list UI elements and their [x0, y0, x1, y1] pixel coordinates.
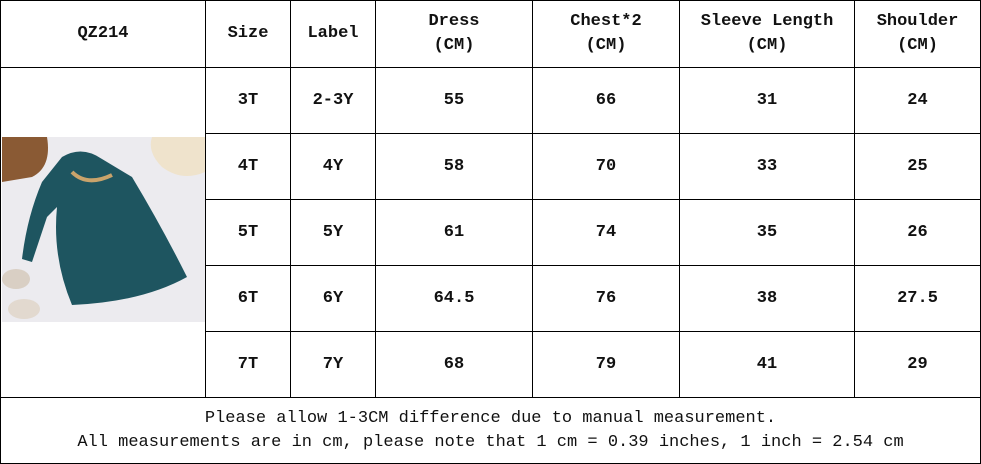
- shell: [150, 137, 205, 176]
- table-cell: 35: [679, 199, 855, 266]
- column-name: Chest*2: [570, 12, 642, 31]
- table-cell: 5Y: [290, 199, 376, 266]
- table-cell: 41: [679, 331, 855, 398]
- column-unit: (CM): [585, 36, 627, 55]
- header-cell: Sleeve Length (CM): [679, 0, 855, 68]
- table-cell: 7T: [205, 331, 291, 398]
- table-cell: 38: [679, 265, 855, 332]
- table-row: 7T 7Y 68 79 41 29: [1, 331, 981, 398]
- column-unit: (CM): [897, 36, 938, 55]
- table-cell: 64.5: [375, 265, 533, 332]
- table-cell: 70: [532, 133, 680, 200]
- shoe: [1, 269, 30, 289]
- model: QZ214: [77, 24, 129, 43]
- table-cell: 24: [854, 67, 981, 134]
- column-name: Shoulder: [876, 12, 959, 31]
- table-cell: 55: [375, 67, 533, 134]
- footer-cell: Please allow 1-3CM difference due to man…: [0, 397, 981, 464]
- table-cell: 61: [375, 199, 533, 266]
- basket: [1, 137, 48, 182]
- embroidery: [70, 170, 113, 183]
- table-row: 3T 2-3Y 55 66 31 24: [0, 67, 981, 398]
- table-cell: 25: [854, 133, 981, 200]
- shoe: [7, 299, 40, 319]
- table-cell: 58: [375, 133, 533, 200]
- table-row: 5T 5Y 61 74 35 26: [1, 199, 981, 266]
- table-cell: 6Y: [290, 265, 376, 332]
- table-cell: 26: [854, 199, 981, 266]
- header-cell: Chest*2 (CM): [532, 0, 680, 68]
- column-name: Label: [307, 24, 359, 43]
- table-cell: 76: [532, 265, 680, 332]
- note: All measurements are in cm, please note …: [77, 432, 904, 452]
- table-cell: 4Y: [290, 133, 376, 200]
- header-cell: Shoulder (CM): [854, 0, 981, 68]
- table-cell: 68: [375, 331, 533, 398]
- note: Please allow 1-3CM difference due to man…: [204, 408, 777, 428]
- table-cell: 5T: [205, 199, 291, 266]
- footer-row: Please allow 1-3CM difference due to man…: [0, 397, 981, 464]
- table-cell: 74: [532, 199, 680, 266]
- table-cell: 2-3Y: [290, 67, 376, 134]
- header-cell: Dress (CM): [375, 0, 533, 68]
- column-unit: (CM): [746, 36, 788, 55]
- column-name: Sleeve Length: [700, 12, 834, 31]
- table-cell: 79: [532, 331, 680, 398]
- column-name: Dress: [428, 12, 480, 31]
- model-cell: QZ214: [0, 0, 206, 68]
- column-name: Size: [227, 24, 269, 43]
- table-cell: 66: [532, 67, 680, 134]
- table-cell: 3T: [205, 67, 291, 134]
- table-cell: 27.5: [854, 265, 981, 332]
- image-cell: [0, 67, 206, 398]
- header-cell: Label: [290, 0, 376, 68]
- table-cell: 33: [679, 133, 855, 200]
- column-unit: (CM): [433, 36, 475, 55]
- table-cell: 7Y: [290, 331, 376, 398]
- dress: [21, 151, 187, 305]
- header-cell: Size: [205, 0, 291, 68]
- product-photo: [1, 137, 205, 322]
- table-cell: 6T: [205, 265, 291, 332]
- table-cell: 4T: [205, 133, 291, 200]
- table-row: 6T 6Y 64.5 76 38 27.5: [1, 265, 981, 332]
- table-row: 4T 4Y 58 70 33 25: [1, 133, 981, 200]
- table-cell: 29: [854, 331, 981, 398]
- table-cell: 31: [679, 67, 855, 134]
- header-row: QZ214 Size Label Dress (CM) Chest*2 (CM) Sleev…: [0, 0, 981, 68]
